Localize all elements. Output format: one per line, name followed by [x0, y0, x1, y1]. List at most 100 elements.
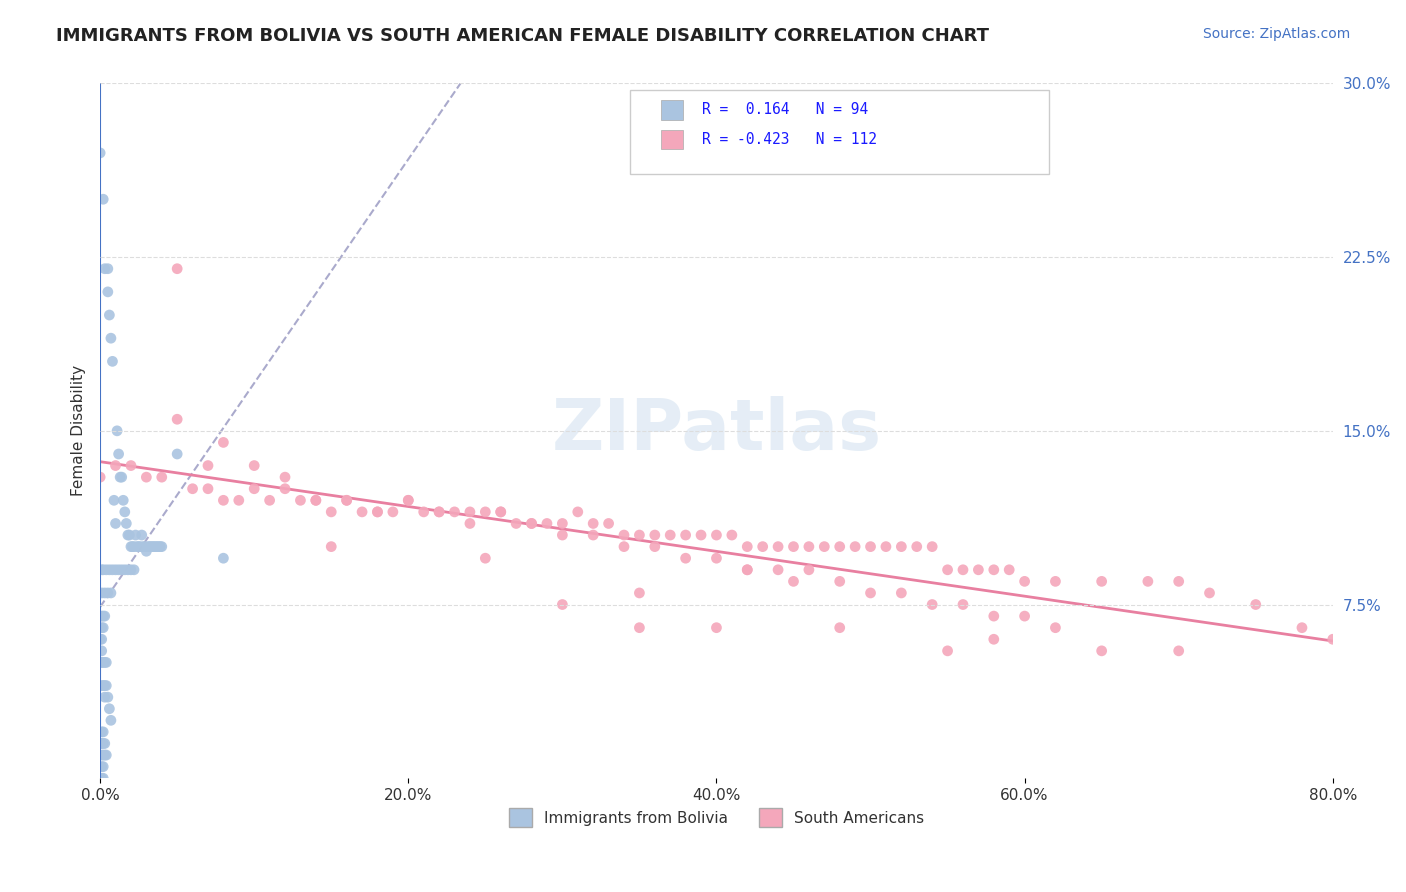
- Point: [100, 331, 122, 345]
- Point: [104, 563, 127, 577]
- Point: [101, 354, 124, 368]
- Point: [1291, 621, 1313, 635]
- Point: [120, 563, 142, 577]
- Point: [111, 470, 134, 484]
- Text: R = -0.423   N = 112: R = -0.423 N = 112: [702, 132, 877, 147]
- Point: [1167, 644, 1189, 658]
- Point: [890, 540, 912, 554]
- Point: [103, 493, 125, 508]
- Point: [148, 540, 170, 554]
- Point: [104, 516, 127, 531]
- Point: [766, 540, 789, 554]
- Point: [100, 586, 122, 600]
- Point: [243, 482, 266, 496]
- Point: [97, 690, 120, 705]
- Point: [690, 528, 713, 542]
- Point: [89, 145, 111, 160]
- Point: [936, 563, 959, 577]
- Point: [905, 540, 928, 554]
- Point: [90, 656, 112, 670]
- Point: [91, 679, 114, 693]
- Point: [90, 563, 112, 577]
- Point: [127, 540, 149, 554]
- Point: [890, 586, 912, 600]
- Point: [644, 540, 666, 554]
- Point: [366, 505, 388, 519]
- Point: [90, 586, 112, 600]
- Point: [135, 544, 157, 558]
- Point: [921, 540, 943, 554]
- Text: IMMIGRANTS FROM BOLIVIA VS SOUTH AMERICAN FEMALE DISABILITY CORRELATION CHART: IMMIGRANTS FROM BOLIVIA VS SOUTH AMERICA…: [56, 27, 990, 45]
- Point: [735, 563, 758, 577]
- Point: [166, 261, 188, 276]
- Point: [520, 516, 543, 531]
- Point: [675, 551, 697, 566]
- Point: [921, 598, 943, 612]
- Point: [129, 540, 152, 554]
- Point: [145, 540, 167, 554]
- Point: [90, 679, 112, 693]
- Point: [94, 261, 117, 276]
- Point: [458, 505, 481, 519]
- Text: Source: ZipAtlas.com: Source: ZipAtlas.com: [1202, 27, 1350, 41]
- Point: [135, 470, 157, 484]
- Point: [122, 540, 145, 554]
- Point: [91, 192, 114, 206]
- Point: [274, 470, 297, 484]
- Point: [104, 458, 127, 473]
- Point: [117, 563, 139, 577]
- Point: [90, 771, 112, 785]
- Point: [859, 540, 882, 554]
- Point: [259, 493, 281, 508]
- Point: [96, 679, 118, 693]
- Point: [166, 447, 188, 461]
- Point: [352, 505, 374, 519]
- Point: [131, 528, 153, 542]
- Point: [952, 598, 974, 612]
- Point: [983, 563, 1005, 577]
- Point: [706, 528, 728, 542]
- Point: [115, 516, 138, 531]
- Point: [120, 458, 142, 473]
- Point: [120, 540, 142, 554]
- Point: [141, 540, 163, 554]
- Point: [628, 528, 651, 542]
- Point: [101, 563, 124, 577]
- Point: [96, 563, 118, 577]
- Point: [1091, 644, 1114, 658]
- Point: [97, 261, 120, 276]
- Point: [551, 516, 574, 531]
- Point: [112, 493, 135, 508]
- Point: [936, 644, 959, 658]
- Point: [721, 528, 744, 542]
- Point: [875, 540, 897, 554]
- Point: [613, 528, 636, 542]
- Point: [91, 759, 114, 773]
- Point: [197, 458, 219, 473]
- Point: [813, 540, 835, 554]
- Point: [443, 505, 465, 519]
- Point: [128, 540, 150, 554]
- Text: R =  0.164   N = 94: R = 0.164 N = 94: [702, 103, 868, 118]
- FancyBboxPatch shape: [661, 130, 683, 150]
- Point: [1014, 574, 1036, 589]
- Point: [412, 505, 434, 519]
- Point: [89, 632, 111, 647]
- Point: [150, 470, 173, 484]
- Point: [91, 656, 114, 670]
- Point: [96, 656, 118, 670]
- Point: [100, 714, 122, 728]
- Point: [91, 621, 114, 635]
- Point: [91, 737, 114, 751]
- Point: [782, 540, 804, 554]
- Point: [1167, 574, 1189, 589]
- Point: [551, 598, 574, 612]
- Point: [121, 540, 143, 554]
- Point: [427, 505, 450, 519]
- Point: [366, 505, 388, 519]
- Point: [96, 747, 118, 762]
- Point: [134, 540, 156, 554]
- Point: [735, 540, 758, 554]
- Point: [551, 528, 574, 542]
- Point: [598, 516, 620, 531]
